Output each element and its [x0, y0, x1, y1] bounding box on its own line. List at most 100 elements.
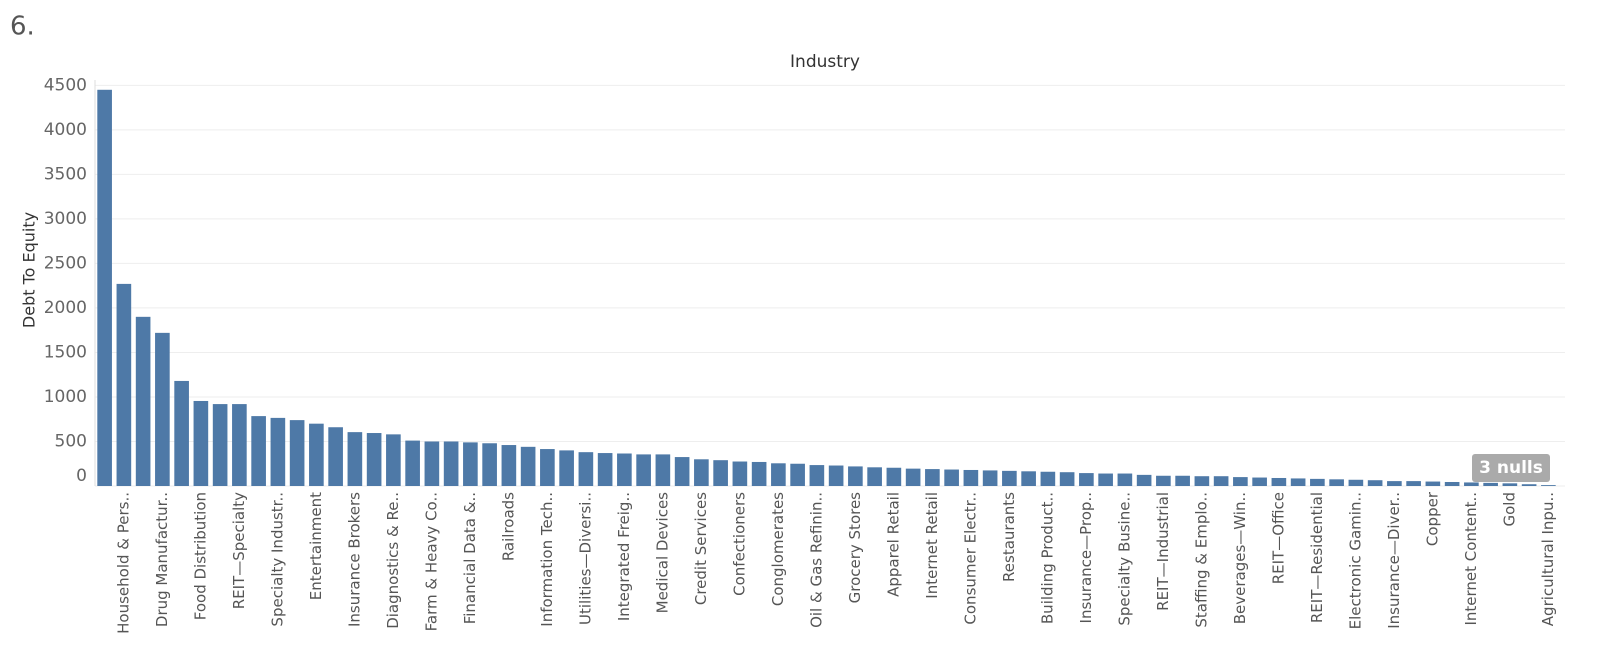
y-axis-label: Debt To Equity [20, 212, 39, 328]
bar [867, 467, 882, 486]
bar [1464, 482, 1479, 486]
bar [482, 443, 497, 486]
x-tick-label: REIT—Office [1269, 492, 1287, 584]
x-tick-label: Confectioners [730, 492, 748, 596]
y-tick-label: 500 [55, 431, 87, 451]
bar [1406, 481, 1421, 486]
bar [1521, 484, 1537, 486]
x-tick-label: REIT—Specialty [230, 492, 248, 609]
x-tick-label: Diagnostics & Re.. [384, 492, 402, 629]
x-tick-label: Specialty Industr.. [268, 492, 286, 627]
y-tick-label: 1000 [44, 387, 87, 407]
bar [1098, 473, 1113, 486]
x-tick-label: Oil & Gas Refinin.. [807, 492, 825, 628]
bar [732, 461, 748, 486]
y-tick-label: 1500 [44, 342, 87, 362]
x-tick-label: Information Tech.. [538, 492, 556, 627]
bar [848, 466, 863, 486]
bar [347, 432, 363, 486]
x-tick-label: Internet Content.. [1462, 492, 1480, 626]
bar [1367, 480, 1383, 486]
chart-title: Industry [790, 52, 860, 72]
bar [559, 450, 574, 486]
bar [809, 465, 825, 486]
bar [1194, 476, 1210, 486]
bar [694, 459, 709, 486]
bar [1425, 481, 1441, 486]
bar [982, 470, 998, 486]
bar [1117, 473, 1133, 486]
x-tick-label: Insurance—Prop.. [1077, 492, 1095, 623]
bar [443, 441, 459, 486]
x-tick-label: Beverages—Win.. [1231, 492, 1249, 624]
x-labels: Household & Pers.. Drug Manufactur.. Food … [114, 491, 1557, 634]
x-tick-label: Insurance Brokers [345, 492, 363, 627]
bar [501, 445, 517, 486]
bar [270, 417, 286, 486]
bar [135, 316, 151, 486]
bar [713, 460, 728, 486]
x-tick-label: Financial Data &.. [461, 492, 479, 624]
y-tick-label: 4000 [44, 120, 87, 140]
bar [1213, 476, 1229, 486]
bar [386, 434, 401, 486]
y-tick-label: 3000 [44, 209, 87, 229]
bar [309, 423, 324, 486]
bar [1136, 474, 1152, 486]
x-tick-label: Household & Pers.. [114, 492, 132, 634]
bar [1040, 471, 1056, 486]
y-tick-label: 2500 [44, 253, 87, 273]
x-tick-label: Agricultural Inpu.. [1539, 492, 1557, 626]
bar [1541, 485, 1556, 486]
bar [232, 404, 247, 486]
bar [520, 446, 536, 486]
y-tick-label: 4500 [44, 75, 87, 95]
bar [905, 468, 921, 486]
x-tick-label: Integrated Freig.. [615, 492, 633, 621]
x-tick-label: Building Product.. [1038, 492, 1056, 624]
x-tick-label: Railroads [499, 492, 517, 561]
x-tick-label: Electronic Gamin.. [1346, 492, 1364, 629]
x-tick-label: Restaurants [1000, 492, 1018, 582]
x-tick-label: REIT—Industrial [1154, 492, 1172, 611]
bar [1002, 470, 1017, 486]
x-tick-label: Utilities—Diversi.. [576, 492, 594, 625]
y-tick-label: 2000 [44, 298, 87, 318]
y-tick-label: 0 [76, 466, 87, 486]
bar [1156, 475, 1171, 486]
bar [540, 449, 555, 486]
x-tick-label: REIT—Residential [1308, 492, 1326, 623]
bar [771, 463, 786, 486]
bar [886, 467, 902, 486]
x-tick-label: Grocery Stores [846, 492, 864, 604]
bar [1502, 483, 1518, 486]
heading: 6. [10, 12, 35, 42]
bar [925, 469, 940, 486]
bar [617, 453, 632, 486]
x-tick-label: Apparel Retail [884, 492, 902, 597]
bar [212, 404, 228, 486]
bar [1444, 481, 1460, 486]
plot-area: 0 500 1000 1500 2000 2500 3000 3500 4000 4500 [44, 75, 1565, 487]
y-tick-label: 3500 [44, 164, 87, 184]
null-indicator: 3 nulls [1479, 458, 1543, 478]
x-tick-label: Specialty Busine.. [1115, 492, 1133, 626]
bar [174, 380, 189, 486]
bar [674, 457, 690, 486]
bar [463, 442, 478, 486]
bar [790, 463, 805, 486]
bar [1175, 475, 1190, 486]
bar [1271, 477, 1287, 486]
bar [1329, 479, 1344, 486]
bar [1233, 477, 1248, 486]
x-tick-label: Consumer Electr.. [961, 492, 979, 625]
bar [1348, 479, 1364, 486]
x-tick-label: Gold [1500, 492, 1518, 527]
x-tick-label: Internet Retail [923, 492, 941, 599]
bar [1310, 478, 1325, 486]
bar [578, 452, 594, 486]
bar [597, 453, 613, 486]
bar [1387, 481, 1402, 486]
x-tick-label: Drug Manufactur.. [153, 492, 171, 627]
